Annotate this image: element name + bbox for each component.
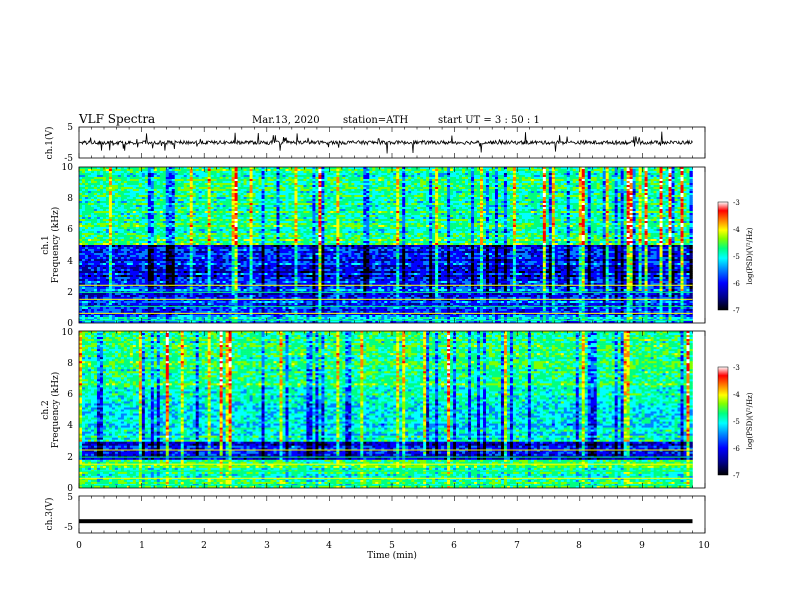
colorbar-ch2-tick-m6: -6 — [733, 445, 740, 453]
x-tick-10: 10 — [698, 541, 710, 551]
ch1-freq-tick-10: 10 — [62, 163, 74, 173]
colorbar-ch2-tick-m4: -4 — [733, 391, 740, 399]
x-tick-5: 5 — [389, 541, 395, 551]
colorbar-ch2-gradient — [717, 366, 729, 476]
ch2-spec-ylabel-freq: Frequency (kHz) — [50, 372, 61, 449]
colorbar-ch1-label: log(PSD)(V²/Hz) — [746, 227, 754, 284]
ch2-freq-tick-4: 4 — [67, 421, 73, 431]
colorbar-ch2-tick-m3: -3 — [733, 364, 740, 372]
ch3-waveform-panel: 5 -5 ch.3(V) — [44, 493, 706, 534]
ch1-spectrogram — [79, 167, 693, 323]
colorbar-ch1-tick-m7: -7 — [733, 307, 740, 315]
ch3-wave-tick-top: 5 — [67, 493, 73, 503]
ch1-spectrogram-panel: 10 8 6 4 2 0 ch.1 Frequency (kHz) — [41, 163, 706, 329]
x-tick-3: 3 — [264, 541, 270, 551]
x-axis-label: Time (min) — [367, 550, 417, 561]
colorbar-ch1-tick-m6: -6 — [733, 280, 740, 288]
ch3-wave-ylabel: ch.3(V) — [44, 498, 55, 531]
colorbar-ch1-tick-m5: -5 — [733, 253, 740, 261]
ch1-wave-tick-top: 5 — [67, 123, 73, 133]
ch2-freq-tick-2: 2 — [67, 453, 73, 463]
colorbar-ch2-label: log(PSD)(V²/Hz) — [746, 392, 754, 449]
colorbar-ch1-tick-m4: -4 — [733, 226, 740, 234]
ch2-freq-tick-10: 10 — [62, 328, 74, 338]
ch2-spectrogram-panel: 10 8 6 4 2 0 ch.2 Frequency (kHz) — [41, 328, 706, 494]
date-label: Mar.13, 2020 — [252, 115, 320, 126]
x-tick-1: 1 — [139, 541, 145, 551]
ch1-freq-tick-6: 6 — [67, 225, 73, 235]
x-tick-0: 0 — [76, 541, 82, 551]
x-axis: 0 1 2 3 4 5 6 7 8 9 10 Time (min) — [76, 541, 710, 561]
station-label: station=ATH — [343, 115, 409, 126]
x-tick-2: 2 — [201, 541, 207, 551]
x-tick-8: 8 — [576, 541, 582, 551]
start-time-label: start UT = 3 : 50 : 1 — [438, 115, 540, 126]
colorbar-ch1: -3 -4 -5 -6 -7 log(PSD)(V²/Hz) — [717, 199, 754, 315]
ch2-freq-tick-0: 0 — [67, 484, 73, 494]
colorbar-ch2-tick-m5: -5 — [733, 418, 740, 426]
ch1-wave-ylabel: ch.1(V) — [44, 127, 55, 160]
ch3-waveform-line — [79, 519, 693, 524]
x-tick-4: 4 — [326, 541, 332, 551]
colorbar-ch1-gradient — [717, 201, 729, 311]
ch1-waveform-line — [79, 131, 693, 154]
ch1-waveform-panel: 5 -5 ch.1(V) — [44, 123, 706, 164]
ch1-freq-tick-8: 8 — [67, 194, 73, 204]
figure-title: VLF Spectra — [78, 112, 155, 126]
ch2-freq-tick-8: 8 — [67, 359, 73, 369]
x-tick-7: 7 — [514, 541, 520, 551]
ch1-wave-tick-bottom: -5 — [64, 154, 73, 164]
ch1-freq-tick-4: 4 — [67, 257, 73, 267]
colorbar-ch2-tick-m7: -7 — [733, 472, 740, 480]
colorbar-ch1-tick-m3: -3 — [733, 199, 740, 207]
x-tick-9: 9 — [639, 541, 645, 551]
ch3-wave-tick-bottom: -5 — [64, 523, 73, 533]
ch1-freq-tick-0: 0 — [67, 319, 73, 329]
colorbar-ch2: -3 -4 -5 -6 -7 log(PSD)(V²/Hz) — [717, 364, 754, 480]
ch1-freq-tick-2: 2 — [67, 288, 73, 298]
ch2-spec-ylabel-channel: ch.2 — [41, 400, 51, 419]
ch3-waveform-frame — [78, 495, 706, 534]
ch2-spectrogram — [79, 331, 693, 488]
ch2-freq-tick-6: 6 — [67, 390, 73, 400]
ch1-spec-ylabel-channel: ch.1 — [41, 235, 51, 254]
ch1-spec-ylabel-freq: Frequency (kHz) — [50, 207, 61, 284]
axis-ticks — [78, 127, 706, 533]
x-tick-6: 6 — [451, 541, 457, 551]
